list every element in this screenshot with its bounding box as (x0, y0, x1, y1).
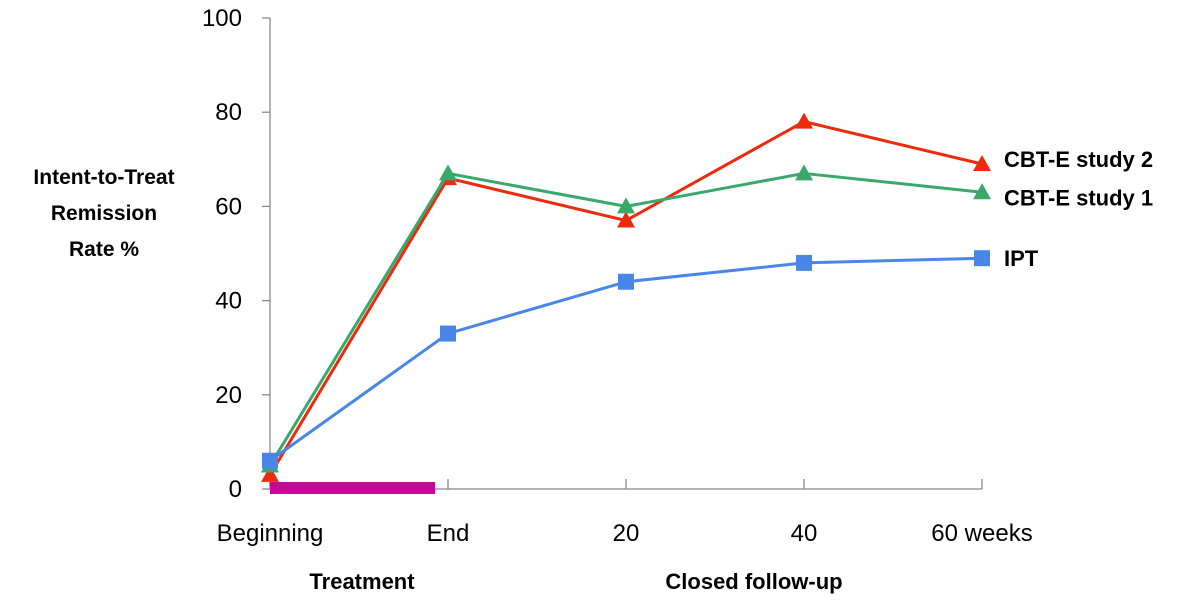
data-point-triangle (439, 164, 457, 181)
y-tick-label: 40 (215, 288, 242, 315)
data-point-triangle (617, 211, 635, 228)
treatment-period-bar (270, 482, 435, 494)
data-point-square (262, 452, 278, 469)
followup-group-label: Closed follow-up (665, 569, 842, 594)
y-tick-label: 100 (202, 5, 242, 32)
series-cbt-e-study-2: CBT-E study 2 (261, 112, 1153, 482)
series-label: CBT-E study 2 (1004, 147, 1153, 172)
y-tick-label: 80 (215, 99, 242, 126)
y-axis-label-line-3: Rate % (69, 238, 139, 261)
data-point-triangle (973, 183, 991, 200)
x-tick-label: Beginning (217, 520, 324, 547)
x-tick-label: End (427, 520, 470, 547)
y-tick-label: 60 (215, 193, 242, 220)
series-cbt-e-study-1: CBT-E study 1 (261, 164, 1153, 473)
y-tick-label: 20 (215, 382, 242, 409)
y-axis-label-line-2: Remission (51, 202, 157, 225)
data-point-square (440, 325, 456, 342)
data-point-triangle (795, 112, 813, 129)
x-tick-label: 60 weeks (931, 520, 1032, 547)
series-line (268, 120, 983, 476)
series-ipt: IPT (262, 246, 1039, 469)
data-point-triangle (795, 164, 813, 181)
series-label: IPT (1004, 246, 1039, 271)
treatment-group-label: Treatment (309, 569, 415, 594)
treatment-period-bar-layer (270, 482, 435, 494)
x-axis: Beginning End 20 40 60 weeks (217, 479, 1033, 547)
y-tick-label: 0 (229, 476, 242, 503)
data-point-square (974, 250, 990, 267)
y-axis-label-line-1: Intent-to-Treat (33, 166, 174, 189)
data-point-triangle (973, 155, 991, 172)
data-point-square (618, 273, 634, 290)
data-point-triangle (261, 465, 279, 482)
data-point-square (796, 254, 812, 271)
series-label: CBT-E study 1 (1004, 185, 1153, 210)
x-tick-label: 40 (791, 520, 818, 547)
x-tick-label: 20 (613, 520, 640, 547)
series-layer: CBT-E study 2 CBT-E study 1 IPT (261, 112, 1153, 482)
y-axis: 0 20 40 60 80 100 (202, 5, 271, 503)
data-point-triangle (617, 197, 635, 214)
